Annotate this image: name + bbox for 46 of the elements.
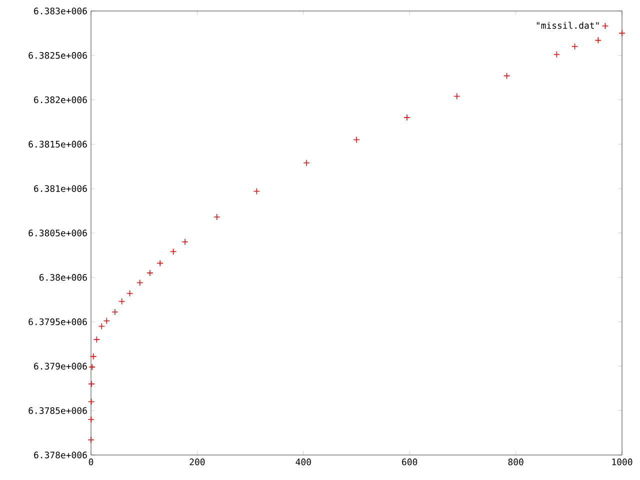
- y-tick-label: 6.3785e+006: [28, 407, 87, 414]
- point: [404, 114, 410, 121]
- point: [213, 214, 220, 220]
- point: [88, 380, 95, 388]
- point: [571, 43, 578, 50]
- point: [170, 248, 177, 256]
- point: [618, 30, 626, 37]
- x-tick-label: 200: [190, 458, 205, 466]
- y-tick-label: 6.3805e+006: [28, 230, 87, 236]
- x-tick-label: 600: [402, 458, 418, 466]
- y-tick-label: 6.378e+006: [34, 452, 87, 458]
- legend-label: "missil.dat": [536, 22, 599, 29]
- x-tick-label: 1000: [612, 458, 632, 466]
- point: [93, 336, 100, 343]
- x-tick-label: 400: [296, 458, 311, 466]
- point: [303, 159, 310, 166]
- point: [88, 398, 95, 406]
- y-tick-label: 6.3815e+006: [28, 140, 87, 148]
- point: [98, 322, 106, 330]
- point: [594, 36, 602, 44]
- y-tick-label: 6.3825e+006: [28, 52, 87, 59]
- point: [553, 51, 560, 58]
- point: [182, 238, 188, 246]
- point: [503, 72, 510, 80]
- point: [126, 290, 134, 297]
- point: [88, 436, 94, 444]
- point: [136, 279, 144, 286]
- y-tick-label: 6.3795e+006: [28, 318, 87, 326]
- point: [88, 364, 96, 370]
- point: [90, 353, 97, 360]
- y-tick-label: 6.383e+006: [34, 8, 87, 14]
- x-tick-label: 800: [508, 458, 524, 466]
- point: [146, 270, 154, 276]
- point: [103, 318, 110, 324]
- point: [253, 188, 260, 195]
- point: [353, 136, 360, 144]
- y-tick-label: 6.382e+006: [34, 96, 87, 104]
- point: [156, 260, 164, 267]
- y-tick-label: 6.381e+006: [34, 185, 87, 192]
- point: [88, 416, 95, 423]
- y-tick-label: 6.379e+006: [34, 362, 87, 370]
- y-tick-label: 6.38e+006: [39, 274, 87, 281]
- x-tick-label: 0: [88, 458, 94, 466]
- point: [118, 298, 126, 305]
- point: [453, 92, 460, 100]
- point: [111, 308, 118, 316]
